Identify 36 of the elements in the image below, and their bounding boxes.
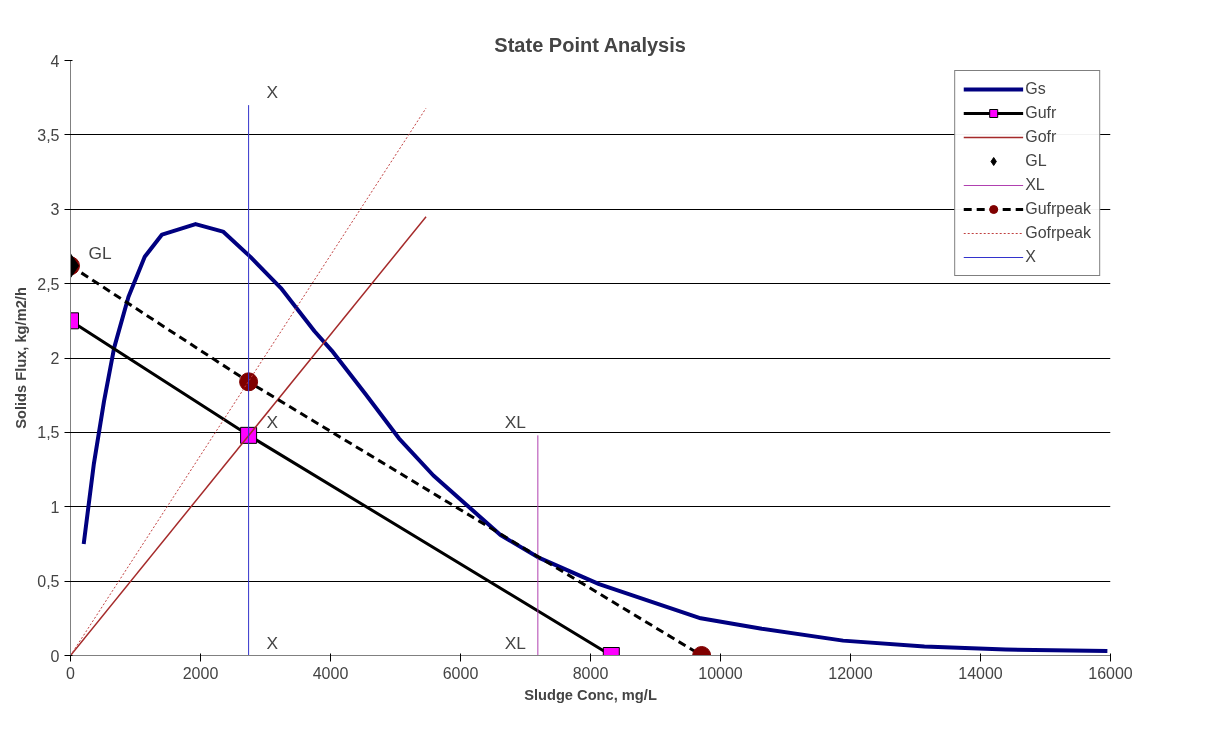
x-axis-title: Sludge Conc, mg/L xyxy=(524,686,657,703)
annotation: X xyxy=(266,632,279,653)
x-tick-label: 8000 xyxy=(572,664,609,682)
y-axis-title: Solids Flux, kg/m2/h xyxy=(13,287,30,429)
x-tick-label: 16000 xyxy=(1088,664,1133,682)
x-tick-label: 4000 xyxy=(312,664,349,682)
y-tick-label: 1,5 xyxy=(37,424,60,442)
legend-label: Gs xyxy=(1025,80,1046,98)
y-tick-label: 0,5 xyxy=(37,573,60,591)
legend-label: Gufrpeak xyxy=(1025,200,1091,218)
x-tick-label: 6000 xyxy=(442,664,479,682)
x-tick-label: 0 xyxy=(66,664,76,682)
x-tick-label: 14000 xyxy=(958,664,1003,682)
annotation: XL xyxy=(504,632,527,653)
y-tick-label: 0 xyxy=(50,647,60,665)
legend-label: Gufr xyxy=(1025,104,1057,122)
y-tick-label: 4 xyxy=(50,52,60,70)
legend-label: Gofrpeak xyxy=(1025,224,1091,242)
x-tick-label: 2000 xyxy=(182,664,219,682)
y-tick-label: 2,5 xyxy=(37,275,60,293)
legend-label: X xyxy=(1025,248,1037,266)
chart-title: State Point Analysis xyxy=(494,33,686,56)
y-tick-label: 1 xyxy=(50,498,60,516)
annotation: X xyxy=(266,412,279,433)
annotation: XL xyxy=(504,412,527,433)
line-series xyxy=(81,222,1110,654)
x-tick-label: 10000 xyxy=(698,664,743,682)
legend-label: GL xyxy=(1025,152,1047,170)
y-tick-label: 2 xyxy=(50,350,60,367)
legend-label: Gofr xyxy=(1025,128,1057,146)
annotation: X xyxy=(266,82,279,103)
legend-label: XL xyxy=(1025,176,1046,194)
y-tick-label: 3,5 xyxy=(37,126,60,144)
y-tick-label: 3 xyxy=(50,201,60,219)
annotation: GL xyxy=(88,242,112,263)
x-tick-label: 12000 xyxy=(828,664,873,682)
